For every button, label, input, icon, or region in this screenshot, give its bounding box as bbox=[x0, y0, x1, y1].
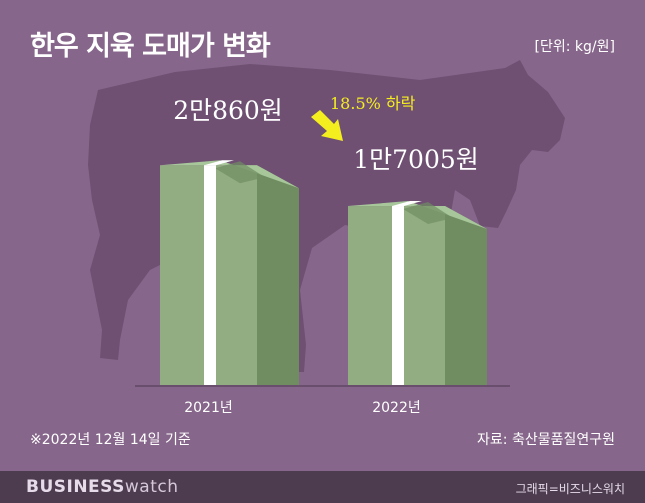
down-arrow-icon bbox=[311, 110, 343, 141]
bar-top-face bbox=[160, 160, 299, 189]
change-label: 18.5% 하락 bbox=[330, 94, 416, 113]
brand-logo: BUSINESSwatch bbox=[26, 477, 179, 497]
x-tick-label: 2022년 bbox=[372, 400, 421, 416]
x-tick-label: 2021년 bbox=[184, 400, 233, 416]
bar-band-top bbox=[204, 160, 234, 166]
brand-light-text: watch bbox=[124, 477, 179, 497]
bar-band bbox=[392, 206, 404, 386]
bar-band-top bbox=[392, 201, 422, 207]
page-title: 한우 지육 도매가 변화 bbox=[30, 31, 271, 62]
footer-bar: BUSINESSwatch 그래픽=비즈니스워치 bbox=[0, 471, 645, 503]
value-label: 1만7005원 bbox=[353, 145, 479, 174]
graphic-credit: 그래픽=비즈니스워치 bbox=[515, 482, 625, 496]
banknote-stack-icon bbox=[403, 202, 453, 225]
bar-side-face bbox=[445, 206, 487, 386]
bar-2021년 bbox=[160, 160, 299, 386]
bar-side-face bbox=[257, 165, 299, 386]
unit-label: [단위: kg/원] bbox=[534, 39, 615, 55]
change-annotation: 18.5% 하락 bbox=[311, 94, 416, 141]
bars-group bbox=[160, 160, 487, 386]
bar-top-face bbox=[348, 201, 487, 230]
cow-silhouette-icon bbox=[88, 60, 565, 372]
footnote: ※2022년 12월 14일 기준 bbox=[30, 432, 191, 448]
value-label: 2만860원 bbox=[173, 96, 283, 125]
brand-bold-text: BUSINESS bbox=[26, 477, 125, 497]
source-label: 자료: 축산물품질연구원 bbox=[477, 432, 615, 448]
bar-2022년 bbox=[348, 201, 487, 386]
banknote-stack-icon bbox=[215, 161, 265, 184]
bar-band bbox=[204, 165, 216, 386]
